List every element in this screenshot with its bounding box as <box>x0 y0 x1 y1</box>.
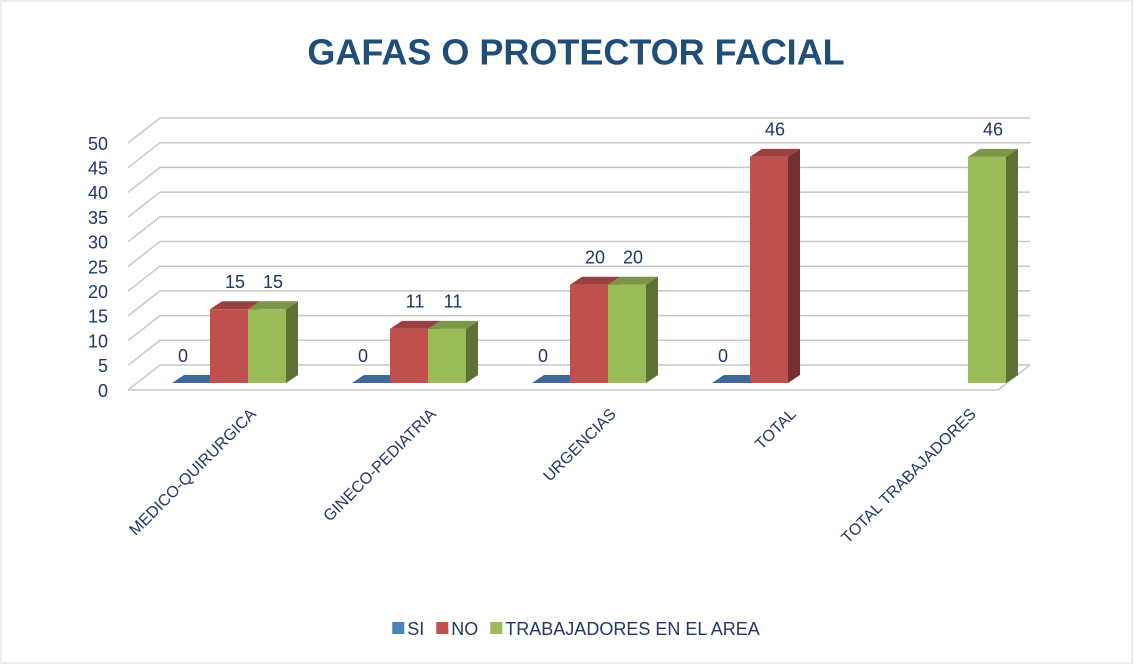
y-tick-label: 5 <box>98 356 108 376</box>
data-label: 0 <box>358 346 368 366</box>
data-label: 15 <box>263 272 283 292</box>
bar <box>428 328 466 383</box>
bar-top <box>390 320 440 329</box>
grid-line <box>127 339 1030 366</box>
y-tick-label: 30 <box>88 233 108 253</box>
grid-line <box>127 141 1030 169</box>
grid-line <box>127 191 1030 218</box>
legend-label: TRABAJADORES EN EL AREA <box>505 619 759 639</box>
bar-top <box>570 276 620 285</box>
grid-line <box>127 290 1030 317</box>
y-tick-label: 50 <box>88 134 108 154</box>
grid-line <box>127 265 1030 292</box>
bar-top <box>712 375 762 383</box>
data-label: 46 <box>765 120 785 140</box>
bar-top <box>248 301 298 310</box>
bar-top <box>532 375 582 383</box>
y-tick-label: 15 <box>88 307 108 327</box>
bar-top <box>352 375 402 383</box>
data-label: 15 <box>225 272 245 292</box>
data-label: 11 <box>406 292 425 312</box>
legend-swatch <box>392 622 405 634</box>
y-tick-label: 10 <box>88 331 108 351</box>
grid-line <box>127 240 1030 268</box>
chart-title: GAFAS O PROTECTOR FACIAL <box>307 32 844 73</box>
bar-side <box>646 276 658 383</box>
bar-top <box>750 148 800 157</box>
y-tick-label: 35 <box>88 208 108 228</box>
bar-side <box>788 148 800 383</box>
bar-top <box>428 320 478 329</box>
grid-line <box>127 216 1030 243</box>
data-label: 20 <box>585 247 605 267</box>
legend-swatch <box>490 622 503 634</box>
bar <box>248 309 286 383</box>
grid-line <box>127 117 1030 144</box>
legend-swatch <box>436 622 449 634</box>
data-label: 0 <box>178 346 188 366</box>
y-tick-label: 0 <box>98 381 108 401</box>
bar <box>570 284 608 383</box>
y-tick-label: 45 <box>88 158 108 178</box>
grid-line <box>127 166 1030 193</box>
bar-side <box>1006 148 1018 383</box>
bar <box>750 156 788 383</box>
y-tick-label: 40 <box>88 183 108 203</box>
bar-top <box>608 276 658 285</box>
data-label: 11 <box>444 292 463 312</box>
bar <box>608 284 646 383</box>
bar-top <box>968 148 1018 157</box>
data-label: 20 <box>623 247 643 267</box>
grid-line <box>127 364 1030 391</box>
grid-line <box>127 314 1030 342</box>
bar-top <box>210 301 260 310</box>
y-tick-label: 20 <box>88 282 108 302</box>
bar <box>210 309 248 383</box>
y-tick-label: 25 <box>88 257 108 277</box>
data-label: 0 <box>718 346 728 366</box>
bar-side <box>286 301 298 383</box>
bar <box>968 156 1006 383</box>
legend-label: SI <box>407 619 424 639</box>
bar <box>390 328 428 383</box>
bar-side <box>466 320 478 383</box>
floor-edge <box>128 364 1031 391</box>
data-label: 46 <box>983 120 1003 140</box>
legend-label: NO <box>451 619 478 639</box>
data-label: 0 <box>538 346 548 366</box>
bar-top <box>172 375 222 383</box>
legend: SI NO TRABAJADORES EN EL AREA <box>392 619 760 639</box>
